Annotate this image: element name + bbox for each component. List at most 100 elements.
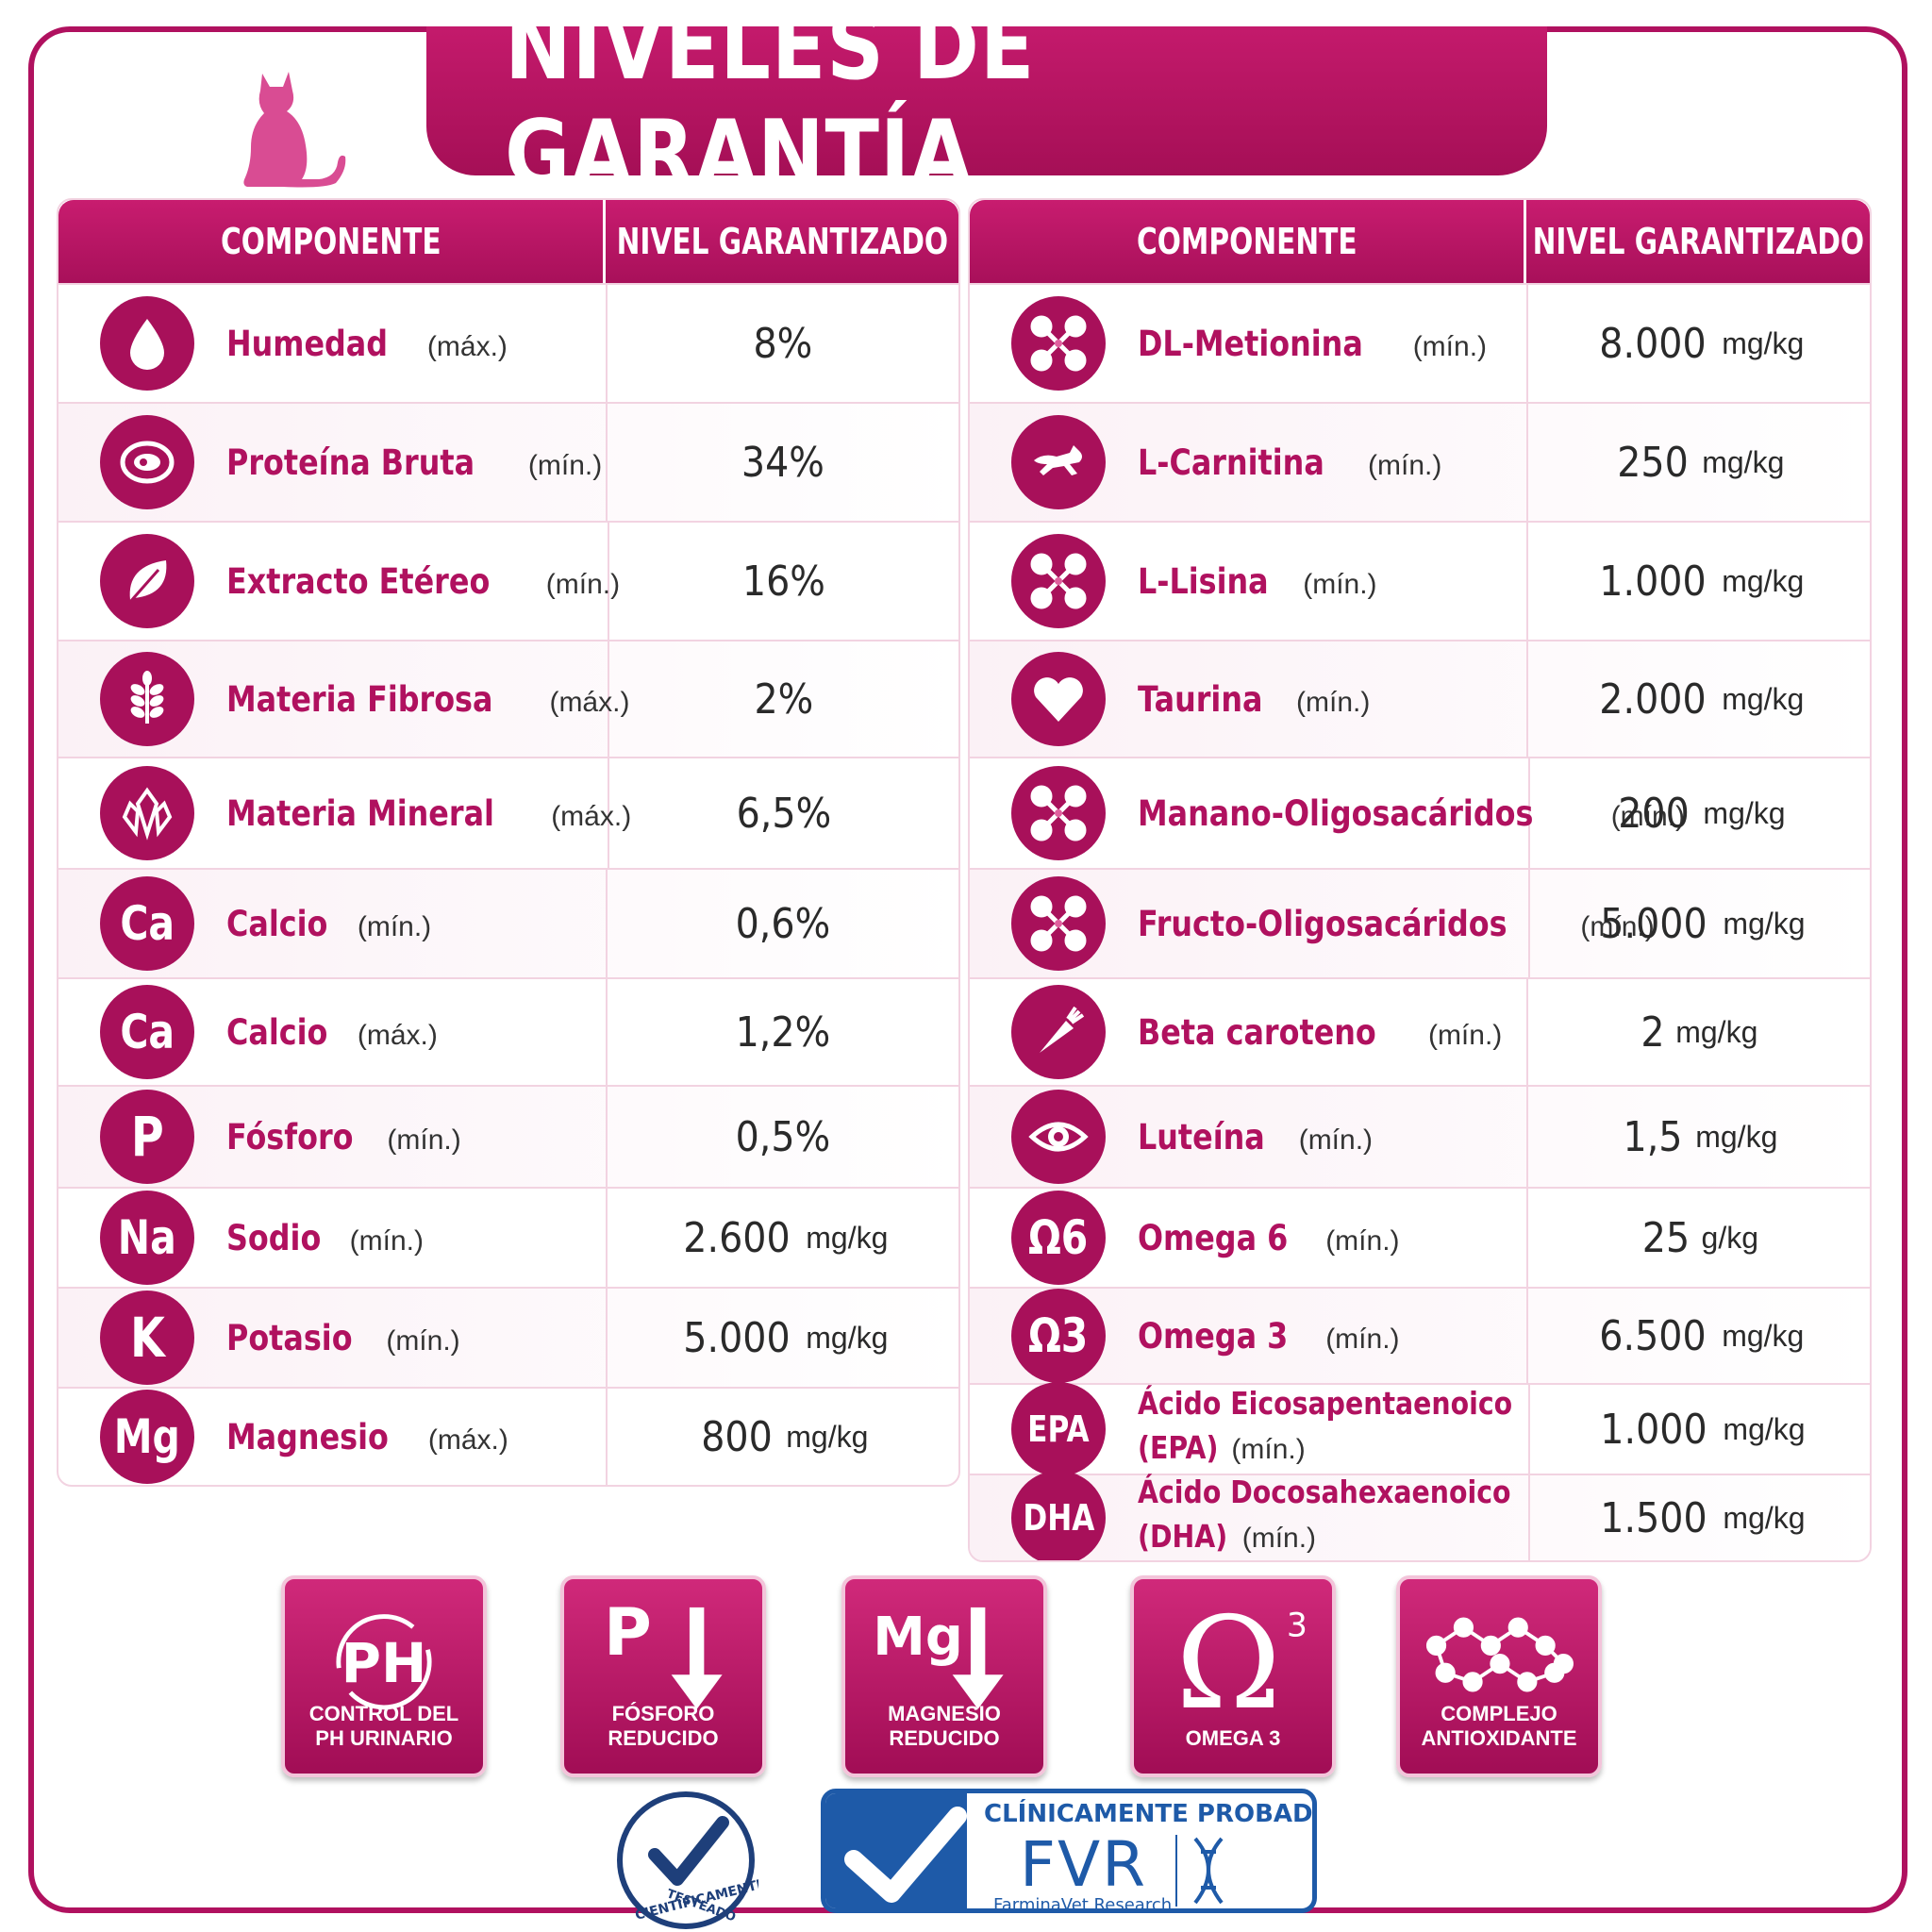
table-header: COMPONENTE NIVEL GARANTIZADO <box>970 200 1870 283</box>
omega6-icon: Ω6 <box>1011 1191 1106 1285</box>
page-title: NIVELES DE GARANTÍA <box>505 0 1036 208</box>
component-name: Omega 3 <box>1138 1315 1289 1357</box>
badge-label: CONTROL DEL PH URINARIO <box>308 1702 459 1750</box>
running-cat-icon <box>1011 415 1106 509</box>
level-unit: mg/kg <box>1723 906 1806 941</box>
table-body: DL-Metionina (mín.) 8.000 mg/kg L-Carnitina (… <box>970 283 1870 1560</box>
table-row: Extracto Etéreo (mín.) 16% <box>58 521 958 640</box>
table-row: L-Lisina (mín.) 1.000 mg/kg <box>970 521 1870 640</box>
phosphorus-icon: P <box>100 1090 194 1184</box>
value-cell: 1.500 mg/kg <box>1530 1475 1870 1560</box>
level-unit: mg/kg <box>1722 1318 1805 1353</box>
table-row: L-Carnitina (mín.) 250 mg/kg <box>970 402 1870 521</box>
wheat-icon <box>100 652 194 746</box>
value-cell: 1.000 mg/kg <box>1528 523 1870 640</box>
badge-label: MAGNESIO REDUCIDO <box>888 1702 1001 1750</box>
badge-ph-cycle: PH CONTROL DEL PH URINARIO <box>281 1575 487 1777</box>
component-qualifier: (mín.) <box>1580 910 1655 942</box>
badge-phosphorus-down: P FÓSFORO REDUCIDO <box>560 1575 766 1777</box>
value-cell: 5.000 mg/kg <box>1530 870 1870 977</box>
level-unit: mg/kg <box>1723 1500 1806 1535</box>
calcium-icon: Ca <box>100 876 194 971</box>
component-cell: Humedad (máx.) <box>58 285 608 402</box>
table-row: Proteína Bruta (mín.) 34% <box>58 402 958 521</box>
ph-cycle-icon: PH <box>285 1589 483 1721</box>
component-cell: DHA Ácido Docosahexaenoico (DHA) (mín.) <box>970 1471 1530 1560</box>
component-name: Beta caroteno <box>1138 1011 1376 1053</box>
component-cell: Mg Magnesio (máx.) <box>58 1389 608 1485</box>
component-name: Taurina <box>1138 678 1263 720</box>
value-cell: 1.000 mg/kg <box>1530 1385 1870 1474</box>
component-qualifier: (máx.) <box>549 686 630 718</box>
component-name: L-Carnitina <box>1138 441 1324 483</box>
component-cell: Ca Calcio (máx.) <box>58 979 608 1085</box>
component-cell: K Potasio (mín.) <box>58 1289 608 1387</box>
value-cell: 25 g/kg <box>1528 1189 1870 1287</box>
level-unit: g/kg <box>1701 1220 1759 1255</box>
component-qualifier: (mín.) <box>386 1324 460 1357</box>
svg-text:Mg: Mg <box>873 1607 963 1668</box>
value-cell: 800 mg/kg <box>608 1389 958 1485</box>
component-name: Luteína <box>1138 1116 1265 1158</box>
value-cell: 0,6% <box>608 870 958 977</box>
table-row: DL-Metionina (mín.) 8.000 mg/kg <box>970 283 1870 402</box>
dha-icon: DHA <box>1011 1471 1106 1560</box>
table-body: Humedad (máx.) 8% Proteína Bruta (mín.) 34% Ex… <box>58 283 958 1485</box>
calcium-up-icon: Ca <box>100 985 194 1079</box>
value-cell: 250 mg/kg <box>1528 404 1870 521</box>
component-qualifier: (mín.) <box>1241 1523 1317 1554</box>
dna-icon <box>1193 1837 1224 1905</box>
level-value: 1.000 <box>1599 557 1707 606</box>
component-name: DL-Metionina <box>1138 323 1363 364</box>
component-cell: Luteína (mín.) <box>970 1087 1528 1187</box>
heart-icon <box>1011 652 1106 746</box>
sodium-icon: Na <box>100 1191 194 1285</box>
phosphorus-down-icon: P <box>564 1589 762 1721</box>
badge-label: COMPLEJO ANTIOXIDANTE <box>1421 1702 1577 1750</box>
sitting-cat-icon <box>243 72 346 188</box>
level-unit: mg/kg <box>1702 444 1785 479</box>
level-value: 250 <box>1617 438 1690 487</box>
water-drop-icon <box>100 296 194 391</box>
table-row: Fructo-Oligosacáridos (mín.) 5.000 mg/kg <box>970 868 1870 977</box>
value-cell: 1,5 mg/kg <box>1528 1087 1870 1187</box>
value-cell: 16% <box>609 523 958 640</box>
fvr-logo-box: CLÍNICAMENTE PROBADO FVR FarminaVet Rese… <box>821 1789 1317 1913</box>
component-qualifier: (máx.) <box>551 800 632 832</box>
value-cell: 2 mg/kg <box>1528 979 1870 1085</box>
component-name: Ácido Eicosapentaenoico <box>1138 1385 1513 1422</box>
table-row: Luteína (mín.) 1,5 mg/kg <box>970 1085 1870 1187</box>
level-value: 1,5 <box>1623 1112 1683 1161</box>
table-row: P Fósforo (mín.) 0,5% <box>58 1085 958 1187</box>
component-qualifier: (mín.) <box>1368 449 1442 481</box>
component-qualifier: (mín.) <box>1610 800 1686 832</box>
level-value: 5.000 <box>683 1313 791 1362</box>
value-cell: 6.500 mg/kg <box>1528 1289 1870 1383</box>
molecule-icon <box>1011 296 1106 391</box>
svg-text:P: P <box>604 1595 652 1671</box>
level-unit: mg/kg <box>1723 1411 1806 1446</box>
component-cell: Taurina (mín.) <box>970 641 1528 757</box>
potassium-icon: K <box>100 1291 194 1385</box>
header-componente: COMPONENTE <box>58 200 606 283</box>
component-qualifier: (mín.) <box>527 449 603 481</box>
component-name: Potasio <box>226 1317 353 1358</box>
table-row: EPA Ácido Eicosapentaenoico (EPA) (mín.) 1.… <box>970 1382 1870 1476</box>
title-banner: NIVELES DE GARANTÍA <box>426 0 1547 208</box>
component-cell: L-Carnitina (mín.) <box>970 404 1528 521</box>
component-name: Calcio <box>226 1011 328 1053</box>
table-row: Materia Fibrosa (máx.) 2% <box>58 640 958 757</box>
component-cell: Ω3 Omega 3 (mín.) <box>970 1289 1528 1383</box>
component-name: Magnesio <box>226 1416 389 1457</box>
left-nutrient-table: COMPONENTE NIVEL GARANTIZADO Humedad (máx… <box>57 198 960 1487</box>
table-row: Ca Calcio (mín.) 0,6% <box>58 868 958 977</box>
level-unit: mg/kg <box>1703 795 1786 830</box>
table-row: Mg Magnesio (máx.) 800 mg/kg <box>58 1387 958 1485</box>
level-value: 6.500 <box>1599 1311 1707 1360</box>
level-unit: mg/kg <box>1722 563 1805 598</box>
level-value: 800 <box>701 1412 774 1461</box>
table-header: COMPONENTE NIVEL GARANTIZADO <box>58 200 958 283</box>
level-value: 2.000 <box>1599 675 1707 724</box>
component-qualifier: (mín.) <box>387 1124 461 1156</box>
component-qualifier: (mín.) <box>1231 1434 1306 1465</box>
